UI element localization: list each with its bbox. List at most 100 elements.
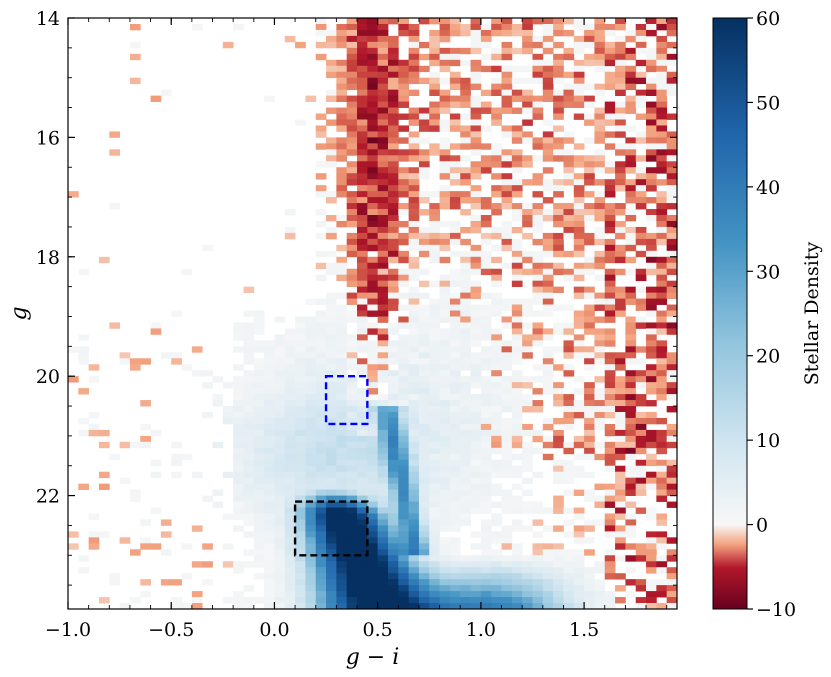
- heat-cell: [460, 250, 471, 258]
- heat-cell: [367, 400, 379, 407]
- heat-cell: [656, 298, 668, 305]
- heat-cell: [243, 507, 255, 514]
- heat-cell: [305, 429, 317, 437]
- heat-cell: [264, 519, 275, 526]
- heat-cell: [532, 209, 544, 216]
- heat-cell: [398, 18, 410, 25]
- heat-cell: [604, 531, 616, 538]
- heat-cell: [491, 429, 502, 437]
- heat-cell: [98, 441, 110, 449]
- heat-cell: [553, 101, 564, 108]
- heat-cell: [418, 459, 430, 467]
- heat-cell: [408, 346, 420, 353]
- heat-cell: [439, 47, 451, 55]
- heat-cell: [542, 262, 554, 270]
- heat-cell: [542, 543, 554, 550]
- heat-cell: [367, 23, 379, 31]
- heat-cell: [367, 220, 379, 228]
- heat-cell: [491, 423, 502, 431]
- heat-cell: [305, 591, 317, 598]
- heat-cell: [491, 585, 502, 592]
- heat-cell: [367, 71, 379, 79]
- heat-cell: [439, 525, 451, 532]
- heat-cell: [315, 471, 327, 479]
- heat-cell: [553, 459, 564, 467]
- heat-cell: [501, 447, 513, 455]
- heat-cell: [542, 179, 554, 186]
- heat-cell: [532, 555, 544, 562]
- heat-cell: [470, 226, 482, 234]
- heat-cell: [357, 483, 368, 491]
- heat-cell: [284, 489, 296, 496]
- heat-cell: [326, 585, 337, 592]
- heat-cell: [98, 483, 110, 491]
- heat-cell: [563, 459, 575, 467]
- heat-cell: [315, 370, 327, 377]
- heat-cell: [646, 591, 657, 598]
- heat-cell: [501, 400, 513, 407]
- heat-cell: [377, 525, 389, 532]
- heat-cell: [553, 250, 564, 258]
- heat-cell: [449, 471, 461, 479]
- heat-cell: [573, 292, 585, 299]
- heat-cell: [542, 167, 554, 174]
- heat-cell: [553, 53, 564, 61]
- heat-cell: [212, 400, 224, 407]
- heat-cell: [460, 113, 471, 120]
- heat-cell: [666, 191, 678, 198]
- heat-cell: [264, 388, 275, 395]
- heat-cell: [501, 53, 513, 61]
- heat-cell: [460, 268, 471, 276]
- heat-cell: [418, 370, 430, 377]
- heat-cell: [377, 364, 389, 371]
- heat-cell: [336, 477, 348, 485]
- heat-cell: [532, 603, 544, 610]
- heat-cell: [398, 167, 410, 174]
- heat-cell: [615, 364, 626, 371]
- heat-cell: [429, 525, 440, 532]
- heat-cell: [625, 101, 637, 108]
- heat-cell: [470, 77, 482, 85]
- heat-cell: [542, 95, 554, 102]
- heat-cell: [336, 382, 348, 389]
- heat-cell: [150, 459, 162, 467]
- heat-cell: [346, 173, 358, 180]
- heat-cell: [418, 191, 430, 198]
- heat-cell: [666, 429, 678, 437]
- heat-cell: [202, 543, 213, 550]
- heat-cell: [377, 441, 389, 449]
- heat-cell: [615, 358, 626, 365]
- heat-cell: [666, 77, 678, 85]
- heat-cell: [326, 537, 337, 544]
- heat-cell: [635, 394, 647, 401]
- heat-cell: [573, 143, 585, 150]
- cb-tick-label: 30: [756, 261, 780, 283]
- heat-cell: [615, 400, 626, 407]
- heat-cell: [295, 334, 306, 341]
- heat-cell: [666, 501, 678, 508]
- heat-cell: [553, 238, 564, 246]
- heat-cell: [635, 483, 647, 491]
- heat-cell: [625, 83, 637, 91]
- heat-cell: [522, 465, 533, 473]
- heat-cell: [449, 406, 461, 413]
- heat-cell: [646, 459, 657, 467]
- heat-cell: [553, 143, 564, 150]
- heat-cell: [346, 274, 358, 282]
- heat-cell: [326, 477, 337, 485]
- heat-cell: [501, 340, 513, 347]
- heat-cell: [109, 149, 121, 156]
- heat-cell: [563, 328, 575, 335]
- heat-cell: [243, 531, 255, 538]
- heat-cell: [542, 358, 554, 365]
- heat-cell: [491, 23, 502, 31]
- heat-cell: [377, 585, 389, 592]
- heat-cell: [346, 191, 358, 198]
- heat-cell: [573, 23, 585, 31]
- heat-cell: [439, 53, 451, 61]
- heat-cell: [480, 101, 492, 108]
- heat-cell: [274, 597, 286, 604]
- heat-cell: [284, 346, 296, 353]
- heat-cell: [439, 603, 451, 610]
- heat-cell: [418, 507, 430, 514]
